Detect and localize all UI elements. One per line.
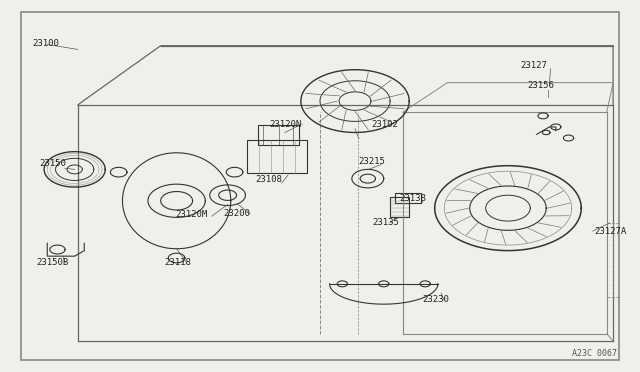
Text: 23127A: 23127A xyxy=(594,227,627,236)
Text: 23120N: 23120N xyxy=(269,120,301,129)
Text: 23118: 23118 xyxy=(164,259,191,267)
Text: 23100: 23100 xyxy=(32,39,59,48)
Bar xyxy=(395,193,420,203)
Bar xyxy=(257,125,299,145)
Text: 23138: 23138 xyxy=(399,194,426,203)
Text: 23102: 23102 xyxy=(371,120,398,129)
Text: 23135: 23135 xyxy=(372,218,399,227)
Text: 23215: 23215 xyxy=(358,157,385,166)
Text: 23108: 23108 xyxy=(255,175,282,184)
Text: 23156: 23156 xyxy=(528,81,555,90)
Bar xyxy=(246,140,307,173)
Bar xyxy=(390,197,409,217)
Text: 23230: 23230 xyxy=(422,295,449,304)
Text: 23127: 23127 xyxy=(521,61,548,70)
Text: 23120M: 23120M xyxy=(175,211,207,219)
Text: A23C 0067: A23C 0067 xyxy=(572,349,616,358)
Text: 23150: 23150 xyxy=(40,159,67,168)
Text: 23200: 23200 xyxy=(223,209,250,218)
Text: 23150B: 23150B xyxy=(36,259,68,267)
